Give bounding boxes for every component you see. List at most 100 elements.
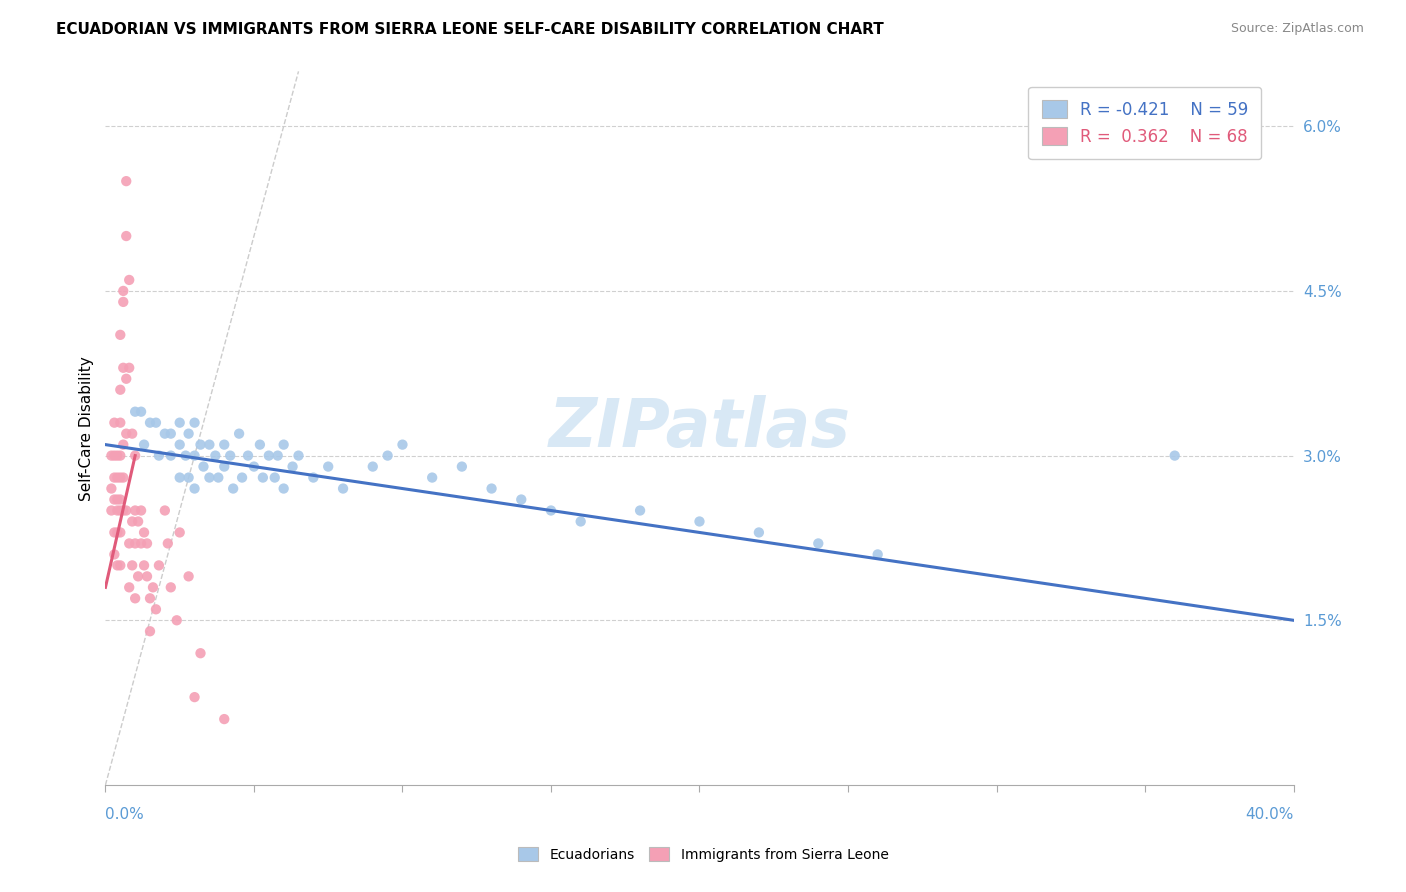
Point <box>118 580 141 594</box>
Point <box>124 449 146 463</box>
Point <box>198 437 221 451</box>
Point <box>391 437 413 451</box>
Point <box>748 525 770 540</box>
Point <box>302 470 325 484</box>
Point <box>420 470 443 484</box>
Point <box>136 536 159 550</box>
Point <box>110 525 132 540</box>
Text: ZIPatlas: ZIPatlas <box>548 395 851 461</box>
Point <box>169 416 191 430</box>
Point <box>103 525 125 540</box>
Text: 40.0%: 40.0% <box>1246 807 1294 822</box>
Point <box>115 174 138 188</box>
Point <box>129 503 152 517</box>
Point <box>159 426 181 441</box>
Point <box>105 449 128 463</box>
Point <box>156 536 179 550</box>
Point <box>105 558 128 573</box>
Point <box>121 515 143 529</box>
Point <box>100 449 122 463</box>
Point <box>166 613 188 627</box>
Point <box>204 449 226 463</box>
Point <box>129 405 152 419</box>
Point <box>481 482 503 496</box>
Point <box>145 416 167 430</box>
Point <box>105 525 128 540</box>
Point <box>273 482 295 496</box>
Point <box>177 470 200 484</box>
Point <box>183 416 205 430</box>
Point <box>231 470 253 484</box>
Point <box>190 437 212 451</box>
Point <box>129 536 152 550</box>
Point <box>142 580 165 594</box>
Point <box>110 503 132 517</box>
Point <box>115 426 138 441</box>
Legend: Ecuadorians, Immigrants from Sierra Leone: Ecuadorians, Immigrants from Sierra Leon… <box>512 841 894 867</box>
Point <box>124 503 146 517</box>
Point <box>103 470 125 484</box>
Point <box>190 646 212 660</box>
Point <box>153 503 176 517</box>
Point <box>136 569 159 583</box>
Point <box>124 591 146 606</box>
Point <box>569 515 592 529</box>
Point <box>148 558 170 573</box>
Point <box>281 459 304 474</box>
Point <box>132 525 155 540</box>
Point <box>103 492 125 507</box>
Point <box>361 459 384 474</box>
Point <box>287 449 309 463</box>
Point <box>214 437 236 451</box>
Point <box>127 569 149 583</box>
Point <box>115 372 138 386</box>
Point <box>377 449 399 463</box>
Point <box>174 449 197 463</box>
Text: ECUADORIAN VS IMMIGRANTS FROM SIERRA LEONE SELF-CARE DISABILITY CORRELATION CHAR: ECUADORIAN VS IMMIGRANTS FROM SIERRA LEO… <box>56 22 884 37</box>
Point <box>112 470 135 484</box>
Point <box>127 515 149 529</box>
Point <box>110 558 132 573</box>
Point <box>110 449 132 463</box>
Point <box>267 449 290 463</box>
Point <box>148 449 170 463</box>
Point <box>198 470 221 484</box>
Point <box>112 437 135 451</box>
Point <box>207 470 229 484</box>
Point <box>169 437 191 451</box>
Point <box>183 690 205 705</box>
Point <box>103 449 125 463</box>
Point <box>159 449 181 463</box>
Y-axis label: Self-Care Disability: Self-Care Disability <box>79 356 94 500</box>
Point <box>112 294 135 309</box>
Point <box>121 426 143 441</box>
Point <box>145 602 167 616</box>
Point <box>124 536 146 550</box>
Point <box>132 437 155 451</box>
Point <box>169 470 191 484</box>
Point <box>510 492 533 507</box>
Point <box>169 525 191 540</box>
Point <box>112 284 135 298</box>
Point <box>214 712 236 726</box>
Point <box>105 492 128 507</box>
Point <box>118 360 141 375</box>
Point <box>807 536 830 550</box>
Point <box>866 548 889 562</box>
Legend: R = -0.421    N = 59, R =  0.362    N = 68: R = -0.421 N = 59, R = 0.362 N = 68 <box>1028 87 1261 159</box>
Point <box>110 383 132 397</box>
Point <box>236 449 259 463</box>
Point <box>219 449 242 463</box>
Point <box>316 459 339 474</box>
Point <box>243 459 266 474</box>
Point <box>228 426 250 441</box>
Point <box>628 503 651 517</box>
Point <box>263 470 285 484</box>
Point <box>193 459 215 474</box>
Point <box>115 229 138 244</box>
Point <box>332 482 354 496</box>
Point <box>118 536 141 550</box>
Point <box>273 437 295 451</box>
Point <box>100 503 122 517</box>
Point <box>110 470 132 484</box>
